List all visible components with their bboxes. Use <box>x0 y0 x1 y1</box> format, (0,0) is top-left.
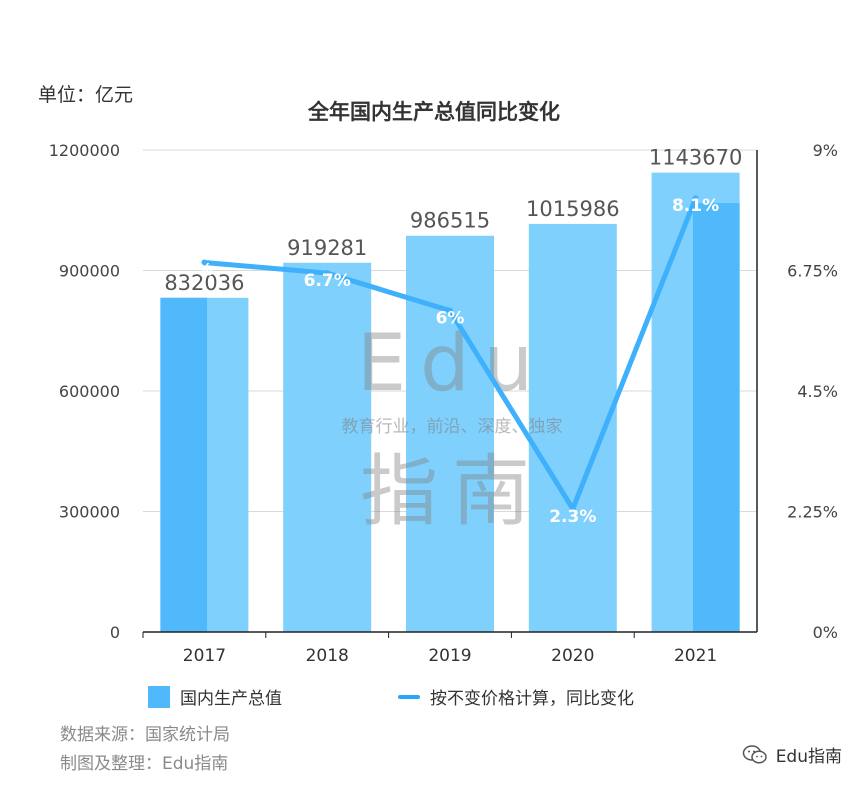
growth-value-label: 6% <box>436 309 465 329</box>
bar-value-label: 1015986 <box>526 197 620 221</box>
bar-highlight <box>160 297 208 632</box>
y-right-tick-label: 4.5% <box>797 382 838 401</box>
legend-swatch-line <box>398 694 420 699</box>
watermark: Edu 教育行业，前沿、深度、独家 指南 <box>342 319 563 537</box>
wechat-icon <box>742 744 767 764</box>
bar-value-label: 1143670 <box>649 146 743 170</box>
wechat-label: Edu指南 <box>775 747 842 767</box>
unit-label: 单位：亿元 <box>38 84 134 106</box>
y-right-tick-label: 0% <box>813 623 838 642</box>
watermark-latin: Edu <box>357 319 547 409</box>
growth-value-label: % <box>196 260 213 280</box>
credit-line: 制图及整理：Edu指南 <box>60 754 229 774</box>
chart-title: 全年国内生产总值同比变化 <box>308 100 560 124</box>
x-tick-label: 2021 <box>674 646 717 666</box>
growth-value-label: 2.3% <box>549 507 596 527</box>
bar-series: 832036 919281 986515 1015986 1143670 <box>160 146 742 632</box>
growth-point <box>569 505 576 512</box>
y-right-tick-label: 2.25% <box>787 503 838 522</box>
x-tick-label: 2017 <box>183 646 226 666</box>
bar-value-label: 832036 <box>164 271 244 295</box>
watermark-cn: 指南 <box>360 447 544 537</box>
y-left-tick-label: 0 <box>110 623 120 642</box>
legend-item-gdp: 国内生产总值 <box>148 684 282 709</box>
axes: 0 300000 600000 900000 1200000 0% 2.25% 4.5% 6.7… <box>49 141 838 666</box>
legend-swatch-bar <box>148 685 170 708</box>
source-line: 数据来源：国家统计局 <box>60 725 230 745</box>
chart-area: 832036 919281 986515 1015986 1143670 Edu 教育行… <box>49 141 838 666</box>
y-left-tick-label: 1200000 <box>49 141 120 160</box>
legend-label-growth: 按不变价格计算，同比变化 <box>430 689 634 709</box>
y-right-tick-label: 6.75% <box>787 262 838 281</box>
growth-value-label: 6.7% <box>304 271 351 291</box>
y-left-tick-label: 300000 <box>59 503 120 522</box>
y-left-tick-label: 900000 <box>59 262 120 281</box>
x-tick-label: 2020 <box>551 646 594 666</box>
line-series: % 6.7% 6% 2.3% 8.1% <box>196 195 719 527</box>
bar-value-label: 919281 <box>287 236 367 260</box>
growth-point <box>201 259 208 266</box>
wechat-brand: Edu指南 <box>742 742 842 767</box>
y-right-tick-label: 9% <box>813 141 838 160</box>
growth-point <box>447 307 453 314</box>
x-tick-label: 2019 <box>428 646 471 666</box>
bar <box>283 262 372 632</box>
y-left-tick-label: 600000 <box>59 382 120 401</box>
x-tick-label: 2018 <box>306 646 349 666</box>
legend-item-growth: 按不变价格计算，同比变化 <box>398 684 634 709</box>
legend-label-gdp: 国内生产总值 <box>180 689 282 709</box>
growth-point <box>324 270 331 277</box>
bar-value-label: 986515 <box>410 209 490 233</box>
growth-value-label: 8.1% <box>672 196 719 216</box>
growth-point <box>692 195 699 202</box>
watermark-slogan: 教育行业，前沿、深度、独家 <box>342 417 563 437</box>
bar-highlight <box>692 203 740 632</box>
